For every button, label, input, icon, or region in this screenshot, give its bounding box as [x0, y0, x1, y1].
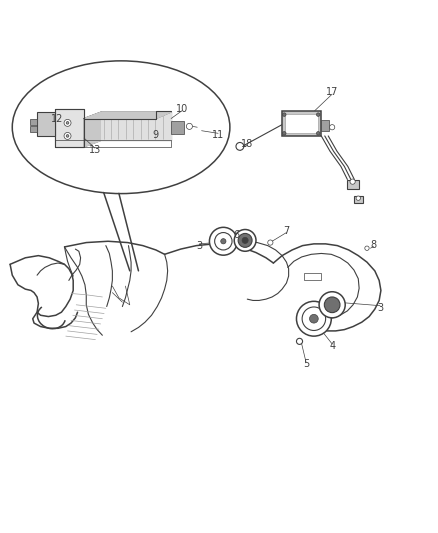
Circle shape: [64, 133, 71, 140]
Text: 9: 9: [153, 130, 159, 140]
Circle shape: [350, 179, 355, 184]
Circle shape: [215, 232, 232, 250]
Text: 4: 4: [329, 341, 335, 351]
Text: 10: 10: [176, 104, 188, 114]
Circle shape: [356, 196, 360, 200]
Text: 5: 5: [303, 359, 309, 369]
Bar: [346, 180, 359, 189]
Text: 8: 8: [371, 240, 377, 250]
Text: 3: 3: [377, 303, 383, 313]
Circle shape: [221, 239, 226, 244]
Bar: [321, 120, 329, 131]
Polygon shape: [84, 112, 171, 118]
Circle shape: [329, 125, 335, 130]
Circle shape: [64, 119, 71, 126]
Text: 13: 13: [89, 145, 101, 155]
Text: 6: 6: [233, 230, 240, 240]
Circle shape: [317, 132, 320, 135]
Circle shape: [238, 233, 252, 247]
Circle shape: [66, 135, 69, 137]
Bar: [354, 197, 363, 204]
Text: 17: 17: [326, 87, 338, 98]
Circle shape: [302, 307, 325, 330]
Circle shape: [236, 142, 244, 150]
Circle shape: [283, 132, 286, 135]
Bar: [37, 112, 55, 136]
Circle shape: [365, 246, 369, 251]
Polygon shape: [55, 109, 84, 147]
Bar: [171, 120, 184, 134]
Bar: [30, 119, 37, 125]
Circle shape: [317, 113, 320, 116]
Circle shape: [297, 338, 303, 344]
Circle shape: [283, 113, 286, 116]
Polygon shape: [84, 112, 102, 147]
Circle shape: [209, 228, 237, 255]
Text: 18: 18: [241, 139, 254, 149]
Text: 3: 3: [196, 240, 202, 251]
Circle shape: [186, 123, 192, 130]
Circle shape: [324, 297, 340, 313]
Circle shape: [297, 301, 331, 336]
Circle shape: [242, 237, 248, 244]
Text: 7: 7: [283, 226, 290, 236]
Bar: [304, 272, 321, 280]
Polygon shape: [102, 112, 171, 140]
Circle shape: [66, 122, 69, 124]
Circle shape: [319, 292, 345, 318]
Bar: [285, 114, 318, 133]
Text: 11: 11: [212, 130, 224, 140]
Bar: [282, 111, 321, 136]
Circle shape: [234, 230, 256, 251]
Circle shape: [268, 240, 273, 245]
Circle shape: [310, 314, 318, 323]
Text: 12: 12: [51, 114, 63, 124]
Bar: [30, 126, 37, 132]
